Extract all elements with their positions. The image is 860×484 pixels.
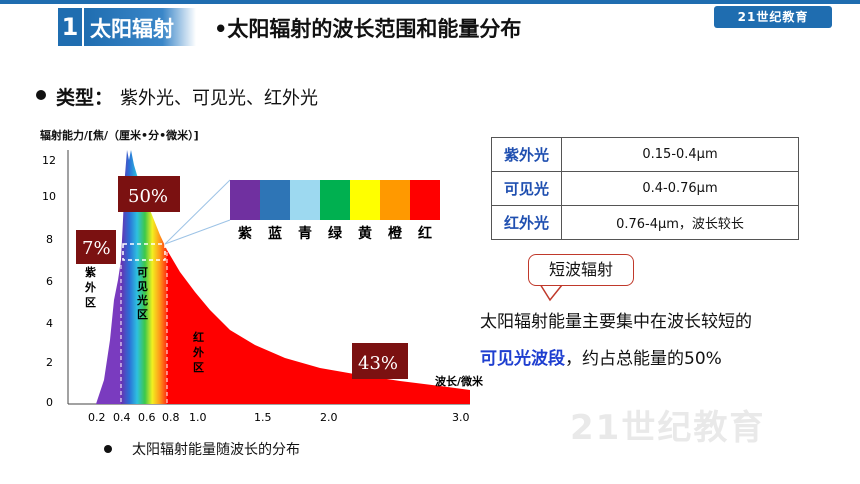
- caption-bullet-icon: [104, 445, 112, 453]
- x-tick-1.0: 1.0: [189, 411, 207, 424]
- pct-visible-box: [118, 176, 180, 212]
- x-tick-0.8: 0.8: [162, 411, 180, 424]
- table-cell-range: 0.4-0.76μm: [561, 171, 799, 206]
- zoom-line-top: [164, 179, 231, 245]
- y-tick-6: 6: [46, 275, 53, 288]
- spectrum-label-cyan: 青: [298, 225, 312, 242]
- spectrum-swatch-cyan: [290, 180, 320, 220]
- spectrum-swatch-red: [410, 180, 440, 220]
- spectrum-label-blue: 蓝: [268, 225, 282, 242]
- pct-uv-box: [76, 230, 116, 264]
- visible-label-1: 可: [137, 266, 148, 279]
- x-tick-0.4: 0.4: [113, 411, 131, 424]
- uv-label-1: 紫: [85, 265, 96, 279]
- table-row: 可见光 0.4-0.76μm: [491, 171, 799, 206]
- spectrum-label-green: 绿: [328, 225, 343, 242]
- callout-tail: [539, 283, 563, 302]
- x-tick-1.5: 1.5: [254, 411, 272, 424]
- description-rest: ，约占总能量的50%: [565, 349, 722, 369]
- zoom-line-bottom: [164, 219, 231, 245]
- description-line-2: 可见光波段，约占总能量的50%: [480, 344, 722, 369]
- spectrum-bar: [230, 180, 440, 220]
- table-cell-type: 可见光: [491, 171, 562, 206]
- description-highlight: 可见光波段: [480, 349, 565, 369]
- types-value: 紫外光、可见光、红外光: [120, 88, 318, 109]
- y-tick-0: 0: [46, 396, 53, 409]
- table-cell-type: 红外光: [491, 205, 562, 240]
- spectrum-label-yellow: 黄: [358, 225, 372, 242]
- x-tick-0.6: 0.6: [138, 411, 156, 424]
- pct-uv: 7%: [82, 238, 111, 259]
- header-top-line: [0, 0, 860, 4]
- bullet-icon: [36, 90, 46, 100]
- spectrum-swatch-orange: [380, 180, 410, 220]
- ir-label-1: 红: [193, 330, 204, 344]
- table-cell-type: 紫外光: [491, 137, 562, 172]
- ir-label-3: 区: [193, 361, 204, 374]
- x-tick-0.2: 0.2: [88, 411, 106, 424]
- table-row: 红外光 0.76-4μm，波长较长: [491, 205, 799, 240]
- visible-label-2: 见: [137, 280, 148, 293]
- pct-ir-box: [352, 343, 408, 379]
- visible-region-area: [121, 150, 167, 404]
- spectrum-label-red: 红: [418, 225, 432, 242]
- figure-caption: 太阳辐射能量随波长的分布: [132, 442, 300, 458]
- section-number: 1: [58, 8, 82, 46]
- table-row: 紫外光 0.15-0.4μm: [491, 137, 799, 172]
- slide-title: •太阳辐射的波长范围和能量分布: [214, 17, 522, 41]
- visible-label-3: 光: [136, 293, 148, 307]
- y-axis-title: 辐射能力/[焦/（厘米•分•微米）]: [40, 129, 199, 142]
- spectrum-label-orange: 橙: [388, 225, 403, 242]
- spectrum-swatch-violet: [230, 180, 260, 220]
- brand-logo: 21世纪教育: [714, 6, 832, 28]
- section-title: 太阳辐射: [90, 17, 174, 41]
- spectrum-label-violet: 紫: [238, 225, 252, 242]
- y-tick-4: 4: [46, 317, 53, 330]
- spectrum-swatch-yellow: [350, 180, 380, 220]
- visible-highlight-box: [122, 243, 166, 261]
- spectrum-range-table: 紫外光 0.15-0.4μm 可见光 0.4-0.76μm 红外光 0.76-4…: [491, 137, 799, 240]
- pct-ir: 43%: [358, 353, 398, 374]
- y-tick-8: 8: [46, 233, 53, 246]
- ir-label-2: 外: [192, 345, 204, 359]
- x-tick-3.0: 3.0: [452, 411, 470, 424]
- spectrum-swatch-blue: [260, 180, 290, 220]
- x-tick-2.0: 2.0: [320, 411, 338, 424]
- description-line-1: 太阳辐射能量主要集中在波长较短的: [480, 312, 752, 332]
- uv-label-2: 外: [84, 280, 96, 294]
- pct-visible: 50%: [128, 186, 168, 207]
- table-cell-range: 0.15-0.4μm: [561, 137, 799, 172]
- y-tick-2: 2: [46, 356, 53, 369]
- table-cell-range: 0.76-4μm，波长较长: [561, 205, 799, 240]
- short-wave-callout: 短波辐射: [528, 254, 634, 286]
- watermark: 21世纪教育: [570, 408, 766, 448]
- visible-label-4: 区: [137, 308, 148, 321]
- section-title-banner: [84, 8, 196, 46]
- x-axis-title: 波长/微米: [435, 374, 484, 388]
- uv-label-3: 区: [85, 296, 96, 309]
- types-label: 类型：: [56, 87, 114, 109]
- uv-region-area: [96, 260, 122, 404]
- y-tick-10: 10: [42, 190, 56, 203]
- infrared-region-area: [167, 250, 470, 404]
- y-tick-12: 12: [42, 154, 56, 167]
- spectrum-swatch-green: [320, 180, 350, 220]
